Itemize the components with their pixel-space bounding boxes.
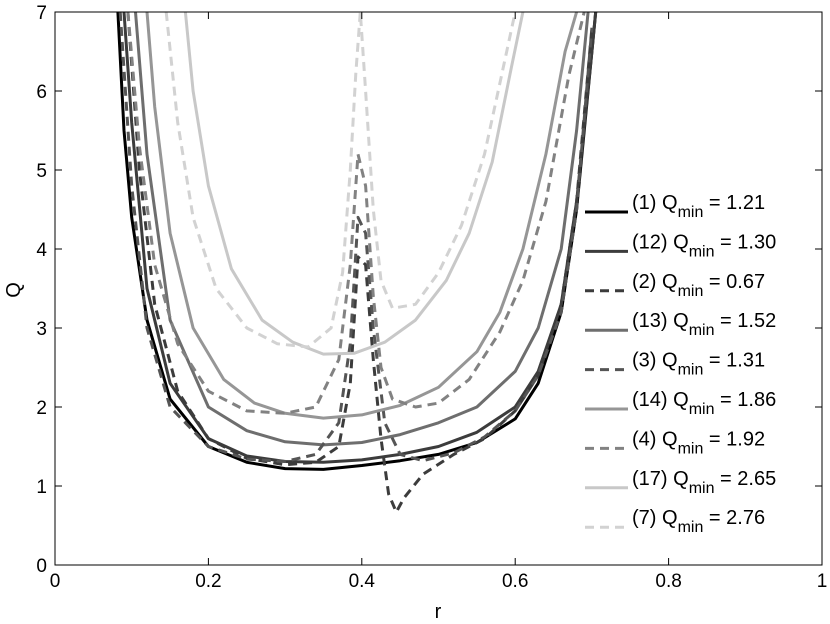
ticks-layer: 0 0.2 0.4 0.6 0.8 1 0 1 2 3 4 5 6 7 (36, 3, 827, 592)
legend-entry-1: (1) Qmin = 1.21 (632, 192, 765, 221)
x-tick-label: 0.2 (195, 571, 221, 592)
series-line-2 (126, 12, 594, 514)
legend: (1) Qmin = 1.21 (12) Qmin = 1.30 (2) Qmin … (585, 192, 776, 536)
legend-entry-4: (4) Qmin = 1.92 (632, 428, 765, 457)
legend-entry-2: (2) Qmin = 0.67 (632, 271, 765, 300)
x-tick-label: 0.6 (502, 571, 528, 592)
x-tick-label: 1 (817, 571, 828, 592)
y-tick-label: 4 (36, 240, 47, 261)
y-tick-label: 5 (36, 161, 47, 182)
legend-entry-3: (3) Qmin = 1.31 (632, 350, 765, 379)
legend-entry-13: (13) Qmin = 1.52 (632, 310, 776, 339)
series-line-4 (126, 12, 586, 415)
x-tick-label: 0 (50, 571, 61, 592)
x-tick-label: 0.4 (349, 571, 376, 592)
y-axis-label: Q (3, 282, 25, 298)
series-line-13 (134, 12, 590, 447)
y-tick-label: 2 (36, 398, 47, 419)
x-tick-label: 0.8 (655, 571, 681, 592)
series-layer (116, 12, 598, 514)
x-axis-label: r (435, 601, 442, 623)
series-line-14 (145, 12, 579, 420)
series-line-7 (164, 12, 517, 349)
y-tick-label: 0 (36, 556, 47, 577)
y-tick-label: 1 (36, 477, 47, 498)
y-tick-label: 7 (36, 3, 47, 24)
legend-entry-12: (12) Qmin = 1.30 (632, 231, 776, 260)
series-line-17 (183, 12, 525, 356)
y-tick-label: 3 (36, 319, 47, 340)
series-line-3 (118, 12, 594, 463)
legend-entry-7: (7) Qmin = 2.76 (632, 507, 765, 536)
legend-entry-14: (14) Qmin = 1.86 (632, 389, 776, 418)
y-tick-label: 6 (36, 82, 47, 103)
plot-frame (54, 11, 823, 566)
legend-entry-17: (17) Qmin = 2.65 (632, 468, 776, 497)
